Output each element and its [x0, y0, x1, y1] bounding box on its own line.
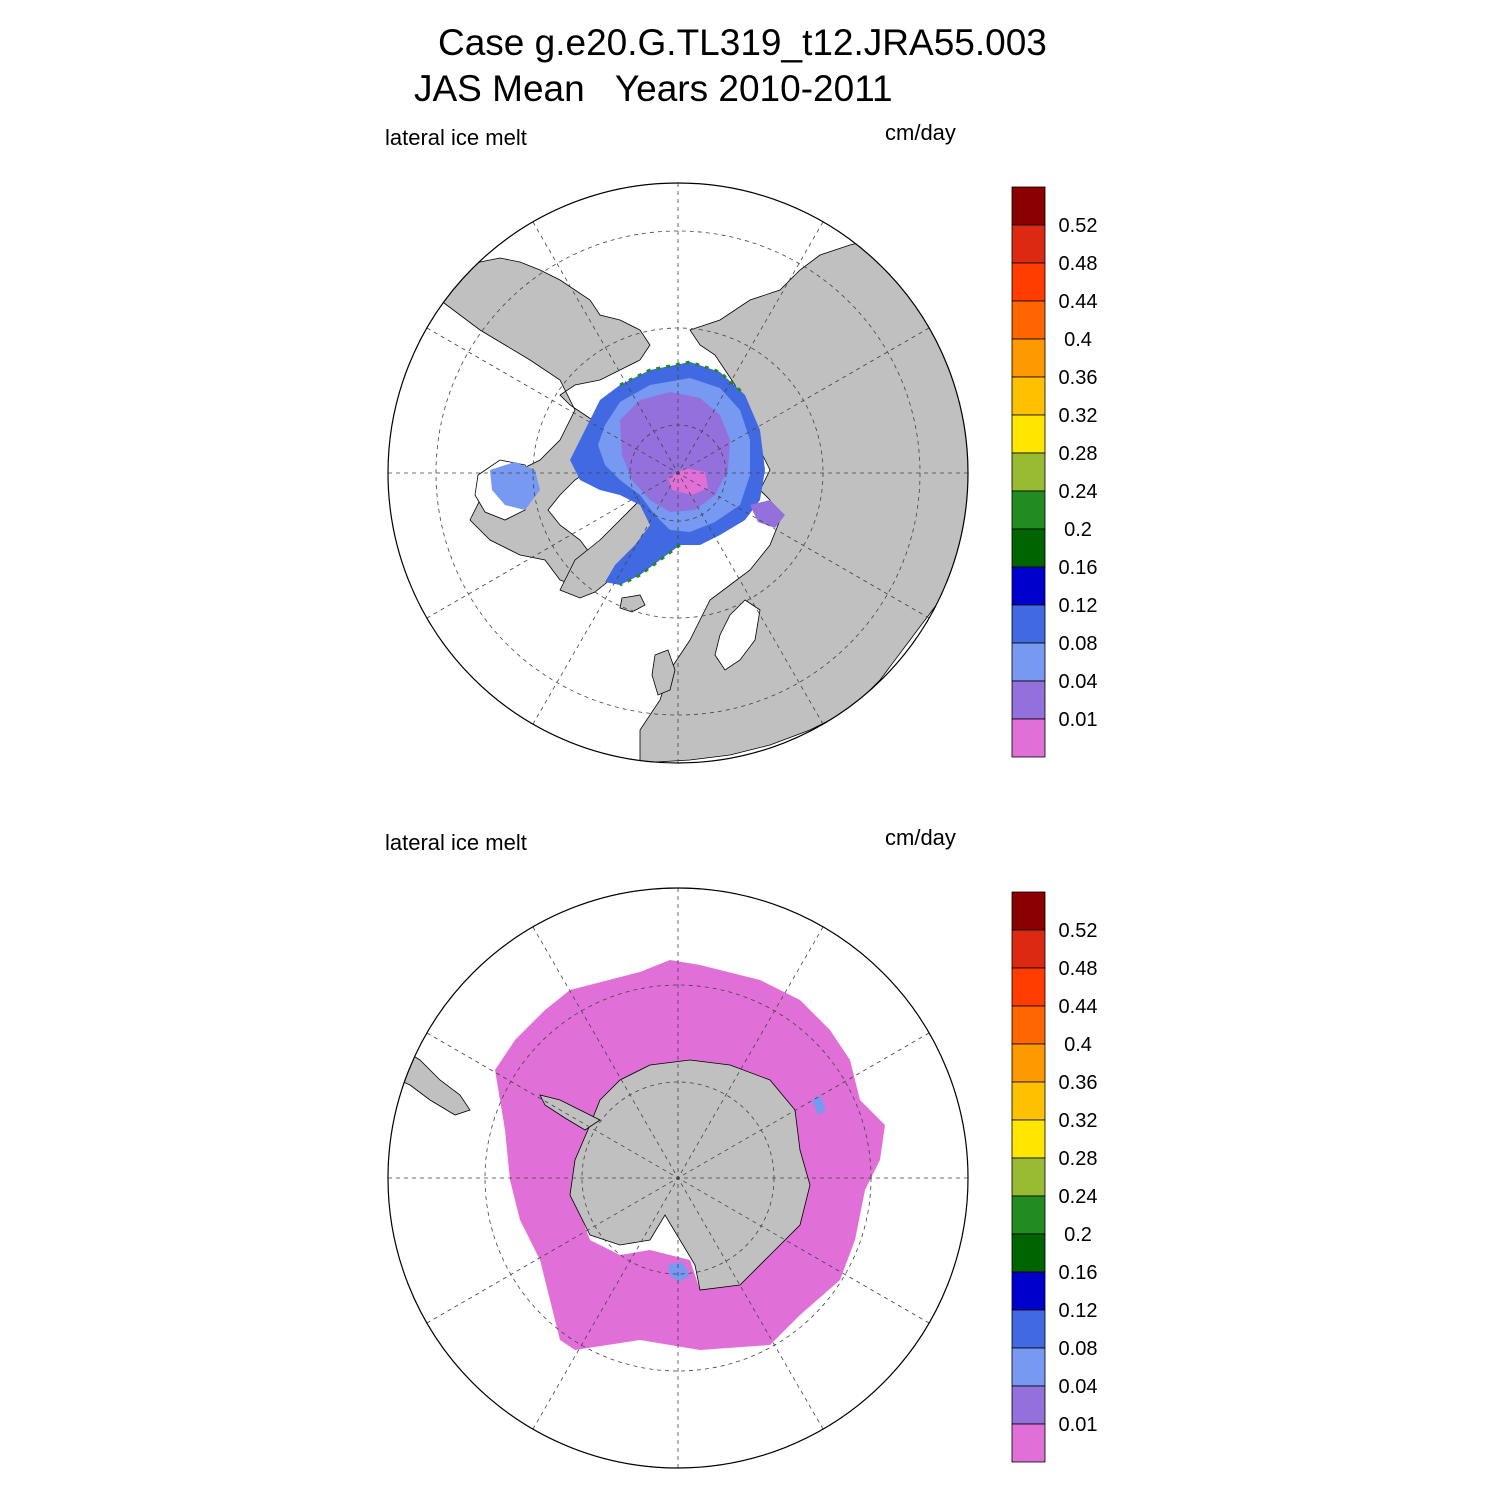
south-units-label: cm/day: [885, 825, 956, 850]
south-colorbar-swatch: [1011, 1157, 1046, 1197]
figure-title-case: Case g.e20.G.TL319_t12.JRA55.003: [438, 22, 1047, 63]
north-map-border: [387, 182, 969, 764]
north-colorbar-swatch: [1011, 224, 1046, 264]
antarctica-landmass: [569, 1059, 811, 1291]
east-antarctic-ice-patch: [812, 1095, 826, 1115]
north-colorbar-tick-label: 0.52: [1059, 215, 1098, 237]
east-siberian-ice-patch: [750, 500, 785, 528]
south-colorbar-tick-label: 0.12: [1059, 1300, 1098, 1322]
south-colorbar-swatch: [1011, 1347, 1046, 1387]
antarctic-sea-ice: [495, 960, 885, 1350]
south-colorbar-tick-label: 0.24: [1059, 1186, 1098, 1208]
north-colorbar-tick-label: 0.24: [1059, 481, 1098, 503]
north-colorbar-tick-label: 0.16: [1059, 557, 1098, 579]
south-colorbar-tick-label: 0.2: [1064, 1224, 1092, 1246]
south-colorbar-swatch: [1011, 1005, 1046, 1045]
south-colorbar-tick-label: 0.4: [1064, 1034, 1092, 1056]
south-map-border: [387, 887, 969, 1469]
south-colorbar-swatch: [1011, 1195, 1046, 1235]
north-colorbar: 0.52 0.48 0.44 0.4 0.36 0.32 0.28 0.24 0.2 0.16 0.…: [1011, 186, 1098, 758]
south-colorbar-swatch: [1011, 1119, 1046, 1159]
south-colorbar-swatch: [1011, 1233, 1046, 1273]
south-colorbar-tick-label: 0.16: [1059, 1262, 1098, 1284]
south-colorbar-swatch: [1011, 1043, 1046, 1083]
south-colorbar-swatch: [1011, 1309, 1046, 1349]
north-colorbar-swatch: [1011, 680, 1046, 720]
south-colorbar-tick-label: 0.48: [1059, 958, 1098, 980]
north-colorbar-tick-label: 0.4: [1064, 329, 1092, 351]
south-colorbar-tick-label: 0.28: [1059, 1148, 1098, 1170]
ice-margin-high-melt: [619, 360, 747, 397]
north-units-label: cm/day: [885, 120, 956, 145]
north-colorbar-swatch: [1011, 376, 1046, 416]
north-colorbar-tick-label: 0.44: [1059, 291, 1098, 313]
north-colorbar-tick-label: 0.28: [1059, 443, 1098, 465]
iceland-landmass: [619, 594, 646, 613]
south-colorbar-tick-label: 0.44: [1059, 996, 1098, 1018]
south-colorbar-tick-label: 0.36: [1059, 1072, 1098, 1094]
south-variable-label: lateral ice melt: [385, 830, 527, 855]
south-colorbar-tick-label: 0.52: [1059, 920, 1098, 942]
south-colorbar-tick-label: 0.08: [1059, 1338, 1098, 1360]
north-graticule: [388, 183, 968, 763]
north-colorbar-tick-label: 0.2: [1064, 519, 1092, 541]
south-graticule: [388, 888, 968, 1468]
beaufort-ice-patch: [490, 462, 540, 510]
ross-sea-ice-patch: [668, 1262, 690, 1282]
figure-title-period: JAS Mean Years 2010-2011: [414, 68, 893, 109]
south-colorbar-swatch: [1011, 891, 1046, 931]
north-colorbar-swatch: [1011, 604, 1046, 644]
north-colorbar-swatch: [1011, 300, 1046, 340]
antarctic-peninsula: [539, 1094, 601, 1131]
north-colorbar-tick-label: 0.12: [1059, 595, 1098, 617]
north-variable-label: lateral ice melt: [385, 125, 527, 150]
north-colorbar-tick-label: 0.04: [1059, 671, 1098, 693]
south-colorbar-tick-label: 0.32: [1059, 1110, 1098, 1132]
south-colorbar-swatch: [1011, 967, 1046, 1007]
north-colorbar-tick-label: 0.48: [1059, 253, 1098, 275]
north-colorbar-swatch: [1011, 452, 1046, 492]
north-colorbar-swatch: [1011, 642, 1046, 682]
north-colorbar-tick-label: 0.08: [1059, 633, 1098, 655]
north-colorbar-tick-label: 0.32: [1059, 405, 1098, 427]
british-isles-landmass: [651, 649, 676, 696]
south-colorbar-swatch: [1011, 1081, 1046, 1121]
south-colorbar-swatch: [1011, 929, 1046, 969]
north-colorbar-swatch: [1011, 490, 1046, 530]
north-colorbar-tick-label: 0.01: [1059, 709, 1098, 731]
south-colorbar-tick-label: 0.01: [1059, 1414, 1098, 1436]
north-colorbar-swatch: [1011, 566, 1046, 606]
north-colorbar-swatch: [1011, 414, 1046, 454]
north-colorbar-swatch: [1011, 338, 1046, 378]
south-colorbar-tick-label: 0.04: [1059, 1376, 1098, 1398]
ice-margin-high-melt-2: [619, 543, 681, 587]
south-colorbar-swatch: [1011, 1423, 1046, 1463]
north-colorbar-swatch: [1011, 718, 1046, 758]
baltic-sea: [714, 599, 761, 671]
north-colorbar-swatch: [1011, 528, 1046, 568]
south-colorbar-swatch: [1011, 1385, 1046, 1425]
south-colorbar: 0.52 0.48 0.44 0.4 0.36 0.32 0.28 0.24 0.2 0.16 0.…: [1011, 891, 1098, 1463]
north-colorbar-swatch: [1011, 262, 1046, 302]
north-colorbar-swatch: [1011, 186, 1046, 226]
south-colorbar-swatch: [1011, 1271, 1046, 1311]
north-colorbar-tick-label: 0.36: [1059, 367, 1098, 389]
